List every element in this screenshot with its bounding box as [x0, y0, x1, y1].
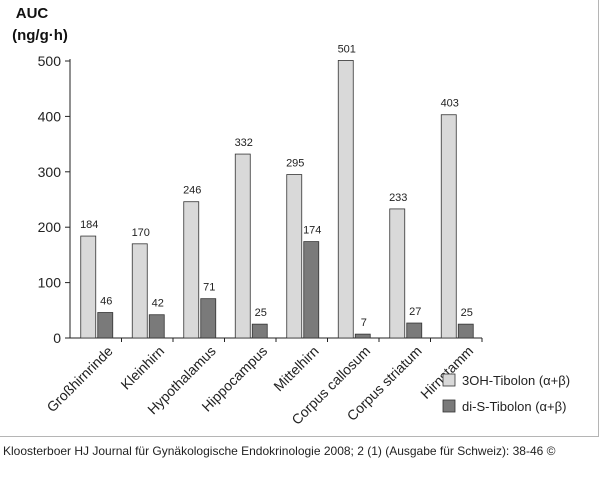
data-label: 25 — [461, 307, 473, 319]
y-axis-label-line1: AUC — [16, 5, 49, 22]
legend-label: di-S-Tibolon (α+β) — [462, 399, 566, 414]
category-label: Großhirnrinde — [43, 343, 116, 416]
data-label: 174 — [303, 225, 321, 237]
y-tick-label: 0 — [53, 330, 61, 346]
bar-di-s-tibolon — [406, 322, 423, 339]
bar-di-s-tibolon — [457, 323, 474, 339]
x-axis — [70, 337, 483, 342]
data-label: 7 — [361, 317, 367, 329]
bar-3oh-tibolon — [286, 174, 303, 339]
data-label: 295 — [286, 158, 304, 170]
bar-di-s-tibolon — [148, 314, 165, 339]
category-labels: Großhirnrinde KleinhirnHypothalamusHippoc… — [43, 343, 476, 428]
data-label: 332 — [235, 137, 253, 149]
category-label: Mittelhirn — [270, 343, 321, 394]
data-label: 184 — [80, 219, 98, 231]
y-axis: 0 100 200 300 400 500 — [38, 53, 71, 346]
bar-chart: AUC (ng/g·h) 0 100 200 300 400 500 184 46 170 42… — [12, 5, 570, 428]
bar-di-s-tibolon — [354, 333, 371, 339]
data-label: 246 — [183, 185, 201, 197]
y-tick-label: 100 — [38, 275, 62, 291]
data-label: 46 — [100, 296, 112, 308]
bar-3oh-tibolon — [389, 208, 406, 339]
legend-swatch — [442, 373, 456, 387]
data-label: 233 — [389, 192, 407, 204]
data-label: 501 — [338, 43, 356, 55]
data-label: 403 — [441, 98, 459, 110]
figure-caption: Kloosterboer HJ Journal für Gynäkologisc… — [3, 444, 556, 458]
figure-frame: AUC (ng/g·h) 0 100 200 300 400 500 184 46 170 42… — [0, 0, 599, 437]
legend: 3OH-Tibolon (α+β) di-S-Tibolon (α+β) — [442, 373, 570, 414]
bar-3oh-tibolon — [337, 60, 354, 339]
y-tick-label: 400 — [38, 108, 62, 124]
data-label: 27 — [409, 306, 421, 318]
bar-3oh-tibolon — [440, 114, 457, 339]
y-tick-label: 500 — [38, 53, 62, 69]
y-tick-label: 300 — [38, 164, 62, 180]
data-label: 42 — [152, 298, 164, 310]
data-label: 170 — [132, 227, 150, 239]
bar-di-s-tibolon — [251, 323, 268, 339]
bar-di-s-tibolon — [303, 241, 320, 339]
bar-3oh-tibolon — [80, 235, 97, 339]
data-label: 71 — [203, 282, 215, 294]
bar-di-s-tibolon — [200, 298, 217, 339]
y-tick-label: 200 — [38, 219, 62, 235]
legend-swatch — [442, 399, 456, 413]
category-label: Kleinhirn — [117, 343, 167, 393]
bar-3oh-tibolon — [183, 201, 200, 339]
legend-label: 3OH-Tibolon (α+β) — [462, 373, 570, 388]
bar-3oh-tibolon — [234, 153, 251, 339]
data-labels: 184 46 170 42 246 71 332 25 295 174 501 7 233 27 403 25 — [80, 43, 473, 329]
bar-3oh-tibolon — [131, 243, 148, 339]
data-label: 25 — [255, 307, 267, 319]
bars — [80, 60, 474, 339]
bar-di-s-tibolon — [97, 312, 114, 339]
y-axis-label-line2: (ng/g·h) — [12, 27, 68, 44]
